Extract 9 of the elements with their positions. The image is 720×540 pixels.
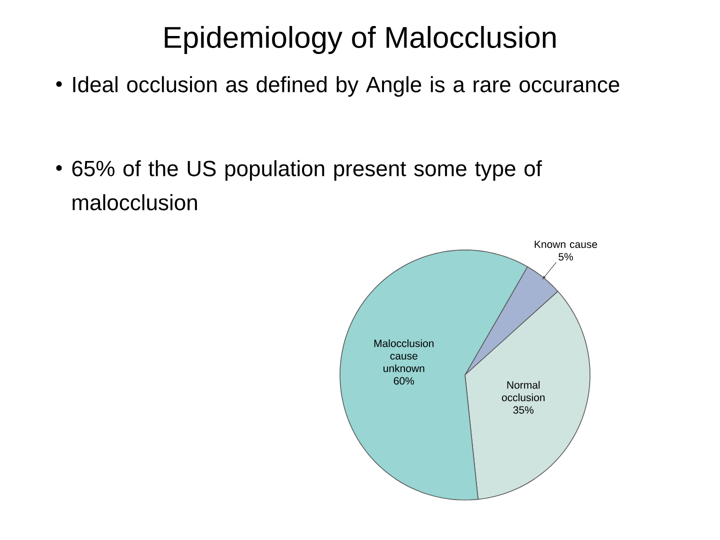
data-label: 5% [558, 253, 573, 261]
chart-title: Epidemiology of Malocclusion [164, 26, 556, 54]
text: 65% of the US population present some type of malocclusion [72, 160, 542, 210]
data-label: 60% [394, 377, 414, 385]
slice-label: Normal occlusion [502, 381, 545, 402]
slice-label: Malocclusion cause unknown [374, 339, 434, 372]
data-label: 35% [513, 406, 534, 414]
text: Ideal occlusion as defined by Angle is a rare occurance [73, 76, 620, 97]
slice-label: Known cause [534, 240, 598, 248]
